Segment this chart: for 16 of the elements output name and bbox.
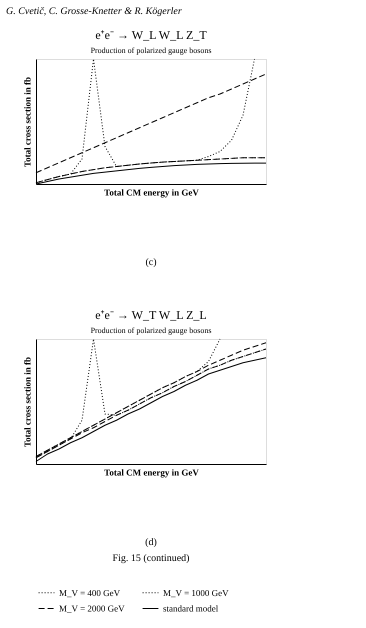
x-axis-title: Total CM energy in GeV bbox=[104, 188, 200, 198]
text: (c) bbox=[145, 257, 157, 268]
y-axis-title: Total cross section in fb bbox=[22, 356, 32, 448]
text: (d) bbox=[145, 537, 157, 548]
y-axis-title: Total cross section in fb bbox=[22, 76, 32, 168]
legend-label: M_V = 2000 GeV bbox=[59, 604, 126, 614]
legend-label: M_V = 1000 GeV bbox=[163, 588, 230, 598]
chart-title: e⁺e⁻ → W_L W_L Z_T bbox=[95, 28, 208, 42]
chart-subtitle: Production of polarized gauge bosons bbox=[90, 46, 212, 55]
caption: Fig. 15 (continued) bbox=[112, 553, 190, 564]
chart-title: e⁺e⁻ → W_T W_L Z_L bbox=[95, 308, 207, 322]
chart-subtitle: Production of polarized gauge bosons bbox=[90, 326, 212, 335]
text: G. Cvetič, C. Grosse-Knetter & R. Kögerler bbox=[6, 6, 182, 17]
x-axis-title: Total CM energy in GeV bbox=[104, 468, 200, 478]
legend-label: M_V = 400 GeV bbox=[59, 588, 121, 598]
legend-label: standard model bbox=[163, 604, 219, 614]
